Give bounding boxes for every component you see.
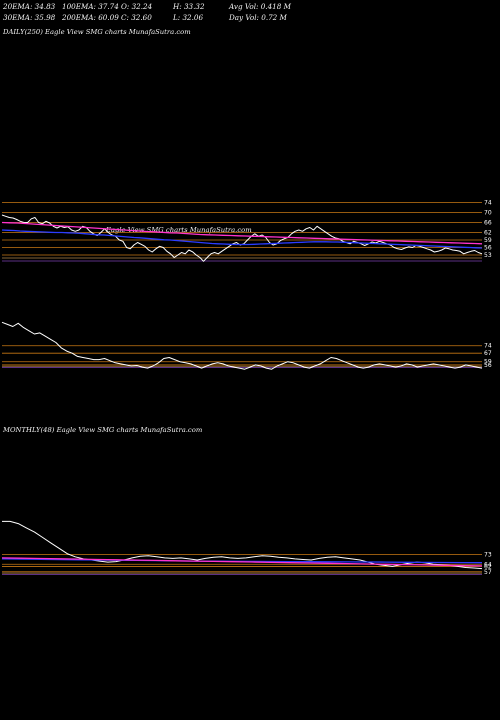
monthly-tick-label-3: 57 [484,569,492,576]
daily-price-series-2 [1,221,483,245]
monthly-tick-label-2: 62 [484,563,492,570]
daily-price-tick-label-5: 56 [484,245,492,252]
monthly-chart-title: MONTHLY(48) Eagle View SMG charts Munafa… [3,426,203,434]
open-label: O: 32.24 [121,2,153,11]
daily-price-tick-label-3: 62 [484,230,492,237]
daily-price-tick-label-0: 74 [484,200,492,207]
daily-indicator-tick-label-2: 59 [484,359,492,366]
daily-price-series-1 [1,229,483,249]
high-label: H: 33.32 [173,2,205,11]
monthly-tick-label-0: 73 [484,552,492,559]
daily-chart-title: DAILY(250) Eagle View SMG charts MunafaS… [3,28,191,36]
close-label: C: 32.60 [121,13,152,22]
daily-indicator-tick-label-1: 67 [484,350,492,357]
avg-volume-label: Avg Vol: 0.418 M [229,2,291,11]
daily-indicator-tick-label-3: 56 [484,362,492,369]
ema100-label: 100EMA: 37.74 [62,2,119,11]
daily-price-tick-label-4: 59 [484,237,492,244]
daily-price-tick-label-6: 53 [484,252,492,259]
day-volume-label: Day Vol: 0.72 M [229,13,287,22]
low-label: L: 32.06 [173,13,204,22]
monthly-series-2 [1,557,483,567]
monthly-tick-label-1: 64 [484,561,492,568]
ema200-label: 200EMA: 60.09 [62,13,119,22]
daily-price-tick-label-2: 66 [484,220,492,227]
daily-watermark: Eagle View SMG charts MunafaSutra.com [106,226,252,234]
daily-indicator-series-0 [1,321,483,370]
daily-price-tick-label-1: 70 [484,210,492,217]
ema30-label: 30EMA: 35.98 [3,13,56,22]
ema20-label: 20EMA: 34.83 [3,2,56,11]
daily-price-series-0 [1,214,483,262]
daily-indicator-tick-label-0: 74 [484,343,492,350]
